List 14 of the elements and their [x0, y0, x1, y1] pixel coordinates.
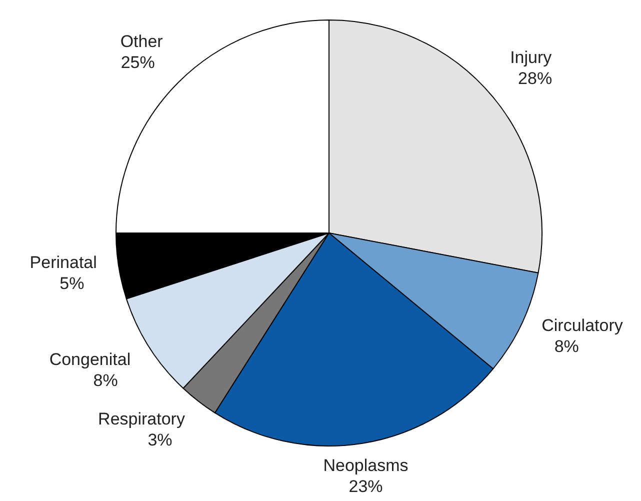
data-label: 25% [120, 52, 155, 72]
data-label: 5% [60, 274, 84, 293]
data-label: 8% [93, 370, 118, 390]
slice-label: Circulatory [542, 316, 624, 336]
slice-label: Neoplasms [323, 456, 408, 476]
data-label: 28% [518, 69, 552, 88]
slice-label: Injury [510, 48, 552, 68]
slice-label: Perinatal [30, 252, 97, 272]
data-label: 3% [148, 430, 172, 450]
data-label: 8% [554, 337, 579, 356]
slice-label: Respiratory [98, 410, 186, 429]
slice-label: Other [120, 32, 164, 51]
slice-label: Congenital [49, 350, 131, 369]
data-label: 23% [348, 477, 383, 496]
